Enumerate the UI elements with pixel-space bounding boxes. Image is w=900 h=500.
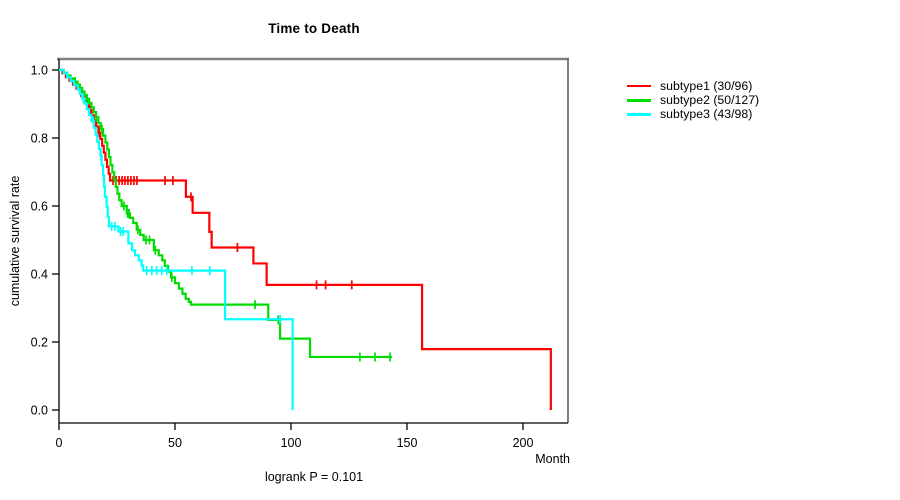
- x-tick-label: 200: [513, 436, 534, 450]
- subtype1-line-swatch: [627, 84, 651, 88]
- y-tick-label: 0.6: [31, 199, 48, 213]
- x-tick-label: 150: [397, 436, 418, 450]
- subtype3-line-swatch: [627, 113, 651, 116]
- legend-label: subtype2 (50/127): [660, 93, 760, 108]
- y-tick-label: 0.0: [31, 403, 48, 417]
- legend: subtype1 (30/96) subtype2 (50/127) subty…: [627, 79, 759, 122]
- x-tick-label: 50: [168, 436, 182, 450]
- x-axis-title: Month: [535, 452, 570, 466]
- logrank-pvalue: logrank P = 0.101: [264, 470, 364, 484]
- y-tick-label: 0.4: [31, 267, 48, 281]
- y-tick-label: 0.8: [31, 131, 48, 145]
- survival-curve-subtype2: [59, 68, 392, 359]
- subtype2-line-swatch: [627, 99, 651, 102]
- legend-label: subtype1 (30/96): [660, 79, 753, 93]
- y-tick-label: 1.0: [31, 63, 48, 77]
- y-axis-title: cumulative survival rate: [8, 175, 22, 307]
- survival-curve-subtype1: [59, 68, 552, 410]
- x-tick-label: 0: [56, 436, 63, 450]
- legend-label: subtype3 (43/98): [660, 107, 753, 122]
- chart-title: Time to Death: [268, 21, 360, 36]
- y-tick-label: 0.2: [31, 335, 48, 349]
- legend-item-subtype1: subtype1 (30/96): [627, 79, 759, 93]
- legend-item-subtype3: subtype3 (43/98): [627, 107, 759, 121]
- legend-item-subtype2: subtype2 (50/127): [627, 93, 759, 107]
- x-tick-label: 100: [281, 436, 302, 450]
